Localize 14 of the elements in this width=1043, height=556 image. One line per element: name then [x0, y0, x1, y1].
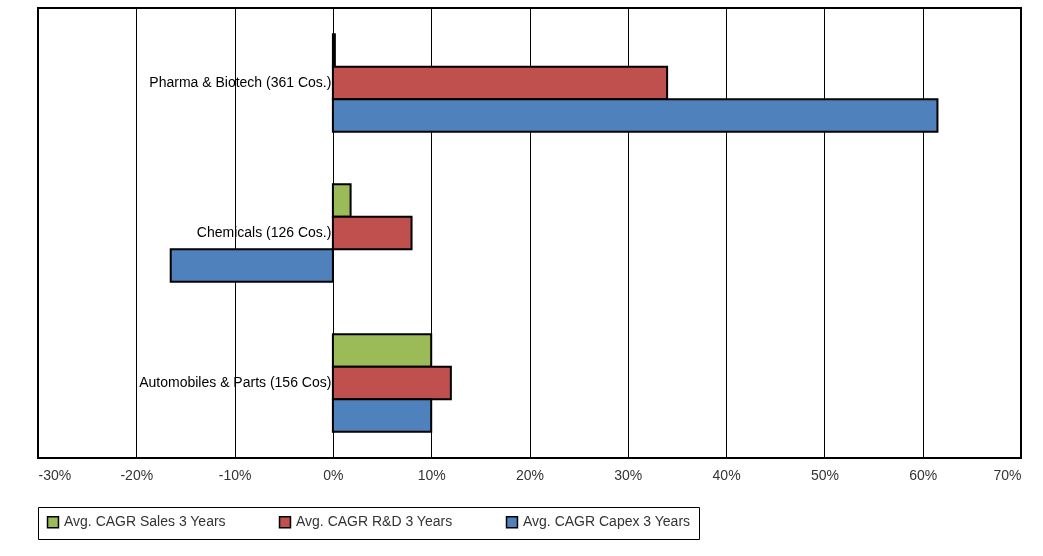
x-tick-label: 30% [614, 466, 643, 483]
x-tick-label: 70% [993, 466, 1022, 483]
x-tick-label: 60% [909, 466, 938, 483]
x-tick-label: 40% [712, 466, 741, 483]
x-tick-label: -20% [120, 466, 154, 483]
x-tick-label: -10% [218, 466, 252, 483]
legend-label: Avg. CAGR Capex 3 Years [523, 513, 691, 530]
x-tick-label: 20% [515, 466, 545, 483]
x-tick-label: 10% [417, 466, 446, 483]
legend-label: Avg. CAGR Sales 3 Years [64, 513, 226, 530]
x-tick-label: -30% [38, 466, 72, 483]
legend-label: Avg. CAGR R&D 3 Years [296, 513, 453, 530]
x-tick-label: 50% [810, 466, 839, 483]
x-tick-label: 0% [323, 466, 344, 483]
